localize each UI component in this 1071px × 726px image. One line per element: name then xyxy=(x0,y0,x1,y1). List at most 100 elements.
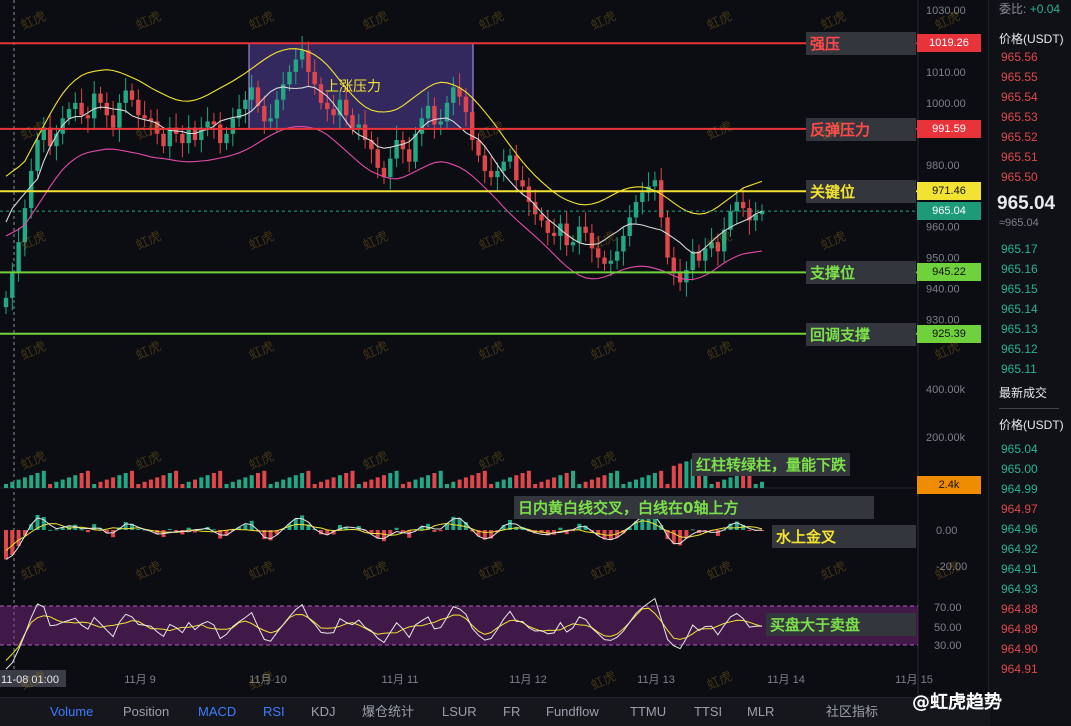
candle-body xyxy=(526,186,532,202)
ask-price[interactable]: 965.51 xyxy=(1001,150,1038,164)
macd-bar xyxy=(224,530,229,536)
candle-body xyxy=(407,149,412,162)
macd-bar xyxy=(438,530,443,532)
macd-bar xyxy=(382,530,386,542)
macd-bar xyxy=(375,530,380,539)
resistance-box-label: 上涨压力 xyxy=(325,79,381,95)
macd-bar xyxy=(325,530,330,535)
bid-price[interactable]: 965.17 xyxy=(1001,242,1038,256)
volume-bar xyxy=(646,475,651,488)
candle-body xyxy=(728,211,733,230)
macd-bar xyxy=(463,522,468,530)
volume-bar xyxy=(489,484,494,488)
candle-body xyxy=(10,273,15,298)
macd-dif-line xyxy=(5,512,763,560)
indicator-tab[interactable]: 爆仓统计 xyxy=(362,704,415,719)
trade-price: 964.93 xyxy=(1001,582,1038,596)
candle-body xyxy=(79,102,84,116)
volume-bar xyxy=(29,475,34,488)
volume-bar xyxy=(73,475,78,488)
indicator-tab[interactable]: LSUR xyxy=(442,704,477,719)
chart-background xyxy=(0,0,990,697)
ask-price[interactable]: 965.56 xyxy=(1001,50,1038,64)
indicator-tab[interactable]: Position xyxy=(123,704,170,719)
macd-bar xyxy=(451,516,456,530)
volume-bar xyxy=(697,473,701,488)
macd-tick-label: 0.00 xyxy=(936,525,957,537)
indicator-tab[interactable]: MLR xyxy=(747,704,775,719)
price-tick-label: 1010.00 xyxy=(926,67,966,79)
volume-tick-label: 200.00k xyxy=(926,432,966,444)
macd-bar xyxy=(684,530,689,539)
volume-bar xyxy=(312,484,317,488)
bid-price[interactable]: 965.15 xyxy=(1001,282,1038,296)
candle-body xyxy=(35,140,40,171)
ask-price[interactable]: 965.54 xyxy=(1001,90,1038,104)
indicator-tab[interactable]: RSI xyxy=(263,704,285,719)
bid-price[interactable]: 965.14 xyxy=(1001,302,1038,316)
candle-body xyxy=(514,155,519,181)
volume-bar xyxy=(293,475,298,488)
bid-price[interactable]: 965.16 xyxy=(1001,262,1038,276)
candle-body xyxy=(243,99,248,110)
level-price-tag: 991.59 xyxy=(917,119,981,138)
candle-body xyxy=(293,59,298,72)
bid-price[interactable]: 965.11 xyxy=(1001,362,1037,376)
candle-body xyxy=(652,180,658,187)
candle-body xyxy=(684,270,689,283)
candle-body xyxy=(344,99,349,116)
volume-bar xyxy=(463,477,468,488)
volume-bar xyxy=(274,481,279,488)
volume-bar xyxy=(281,479,286,488)
volume-bar xyxy=(470,475,475,488)
indicator-tab[interactable]: TTSI xyxy=(694,704,723,719)
rsi-line-fast xyxy=(5,597,763,670)
candle-body xyxy=(589,232,595,249)
candle-body xyxy=(54,133,59,147)
ask-price[interactable]: 965.52 xyxy=(1001,130,1038,144)
candle-body xyxy=(281,84,286,100)
indicator-tab[interactable]: KDJ xyxy=(311,704,336,719)
latest-trades-title: 最新成交 xyxy=(999,386,1048,400)
macd-bar xyxy=(665,530,670,540)
macd-bar xyxy=(193,530,197,533)
candle-body xyxy=(457,87,462,97)
volume-bar xyxy=(520,473,525,488)
indicator-tab[interactable]: 社区指标 xyxy=(826,704,879,719)
candle-body xyxy=(463,96,469,113)
trade-price: 964.91 xyxy=(1001,562,1038,576)
candle-body xyxy=(533,201,538,215)
indicator-tab[interactable]: MACD xyxy=(198,704,237,719)
candle-body xyxy=(608,260,613,264)
macd-bar xyxy=(564,530,569,535)
volume-bar xyxy=(715,481,720,488)
ask-price[interactable]: 965.50 xyxy=(1001,170,1038,184)
volume-bar xyxy=(451,481,456,488)
bollinger-upper xyxy=(5,48,763,215)
volume-bar xyxy=(130,470,134,488)
bid-price[interactable]: 965.13 xyxy=(1001,322,1038,336)
candle-body xyxy=(255,87,261,106)
candle-body xyxy=(507,155,513,162)
ask-price[interactable]: 965.53 xyxy=(1001,110,1038,124)
ask-price[interactable]: 965.55 xyxy=(1001,70,1038,84)
candle-body xyxy=(274,99,280,119)
candle-body xyxy=(646,186,651,193)
indicator-tab[interactable]: Volume xyxy=(50,704,94,719)
indicator-tab[interactable]: Fundflow xyxy=(546,704,599,719)
time-axis-label: 11-08 01:00 xyxy=(1,674,59,686)
indicator-tab[interactable]: FR xyxy=(503,704,521,719)
macd-bar xyxy=(356,525,361,530)
volume-bar xyxy=(671,465,676,488)
bid-price[interactable]: 965.12 xyxy=(1001,342,1038,356)
volume-bar xyxy=(627,481,632,488)
candle-body xyxy=(180,133,185,144)
volume-bar xyxy=(659,470,664,488)
candle-body xyxy=(41,127,46,140)
macd-bar xyxy=(621,530,626,534)
indicator-tab[interactable]: TTMU xyxy=(630,704,667,719)
candle-body xyxy=(312,71,317,85)
price-tick-label: 1000.00 xyxy=(926,98,966,110)
candle-body xyxy=(299,50,305,60)
